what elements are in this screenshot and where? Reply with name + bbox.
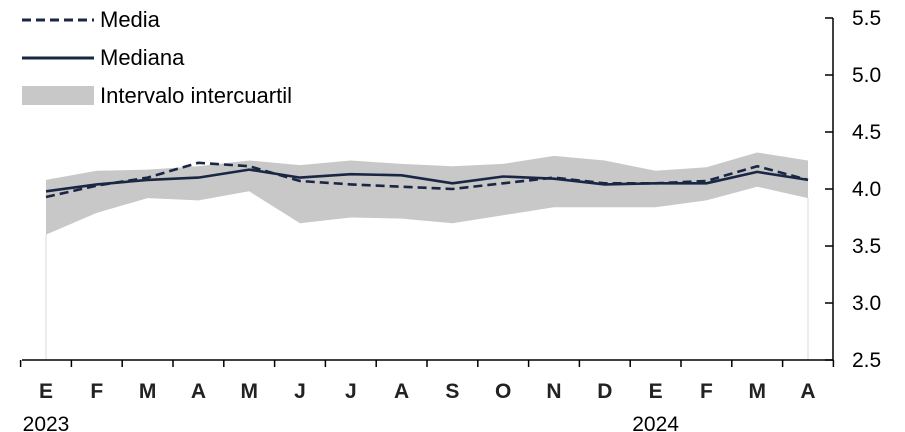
year-label: 2024 [632,413,679,432]
series-line-media [45,161,809,199]
x-tick-label: A [394,380,409,403]
y-tick-label: 5.5 [852,7,881,30]
y-tick-label: 3.5 [852,235,881,258]
y-tick-label: 4.5 [852,121,881,144]
series-layer [45,161,809,199]
legend-label-mediana: Mediana [100,45,185,70]
x-tick-label: O [495,380,511,403]
interquartile-band-layer [46,152,808,235]
legend-swatch-intervalo-intercuartil [22,86,94,105]
x-tick-label: J [294,380,306,403]
x-tick-label: D [597,380,612,403]
x-tick-label: M [139,380,157,403]
x-tick-label: M [748,380,766,403]
y-tick-label: 4.0 [852,178,881,201]
x-tick-label: A [800,380,815,403]
legend-label-intervalo-intercuartil: Intervalo intercuartil [100,83,292,108]
y-tick-label: 2.5 [852,349,881,372]
x-tick-label: N [546,380,561,403]
x-tick-label: A [191,380,206,403]
x-tick-label: J [345,380,357,403]
range-edge-lines [45,198,809,360]
year-label: 2023 [23,413,70,432]
y-tick-label: 5.0 [852,64,881,87]
axes: E F M A M J J A S O N D E F M A 2023 2024 2.5 3.0 3.5 4.0 4.5 5… [19,7,881,432]
x-tick-label: E [39,380,53,403]
legend-label-media: Media [100,7,161,32]
interquartile-band [46,152,808,235]
x-tick-label: E [649,380,663,403]
y-tick-label: 3.0 [852,292,881,315]
x-tick-label: S [445,380,459,403]
series-line-mediana [45,168,809,193]
legend: Media Mediana Intervalo intercuartil [22,7,292,108]
x-tick-label: F [90,380,103,403]
x-tick-label: M [240,380,258,403]
x-tick-label: F [700,380,713,403]
